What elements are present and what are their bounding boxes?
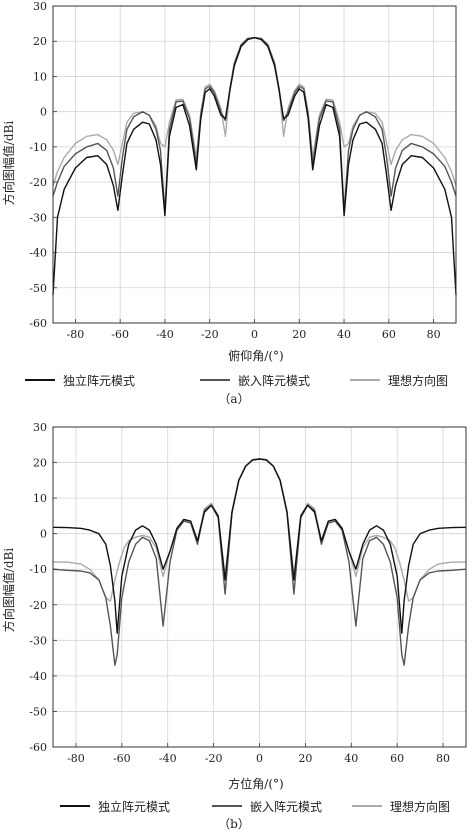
- chart-a-subcaption: （a）: [218, 392, 250, 406]
- chart-b-series-independent: [52, 458, 467, 634]
- chart-a-tick-label-x: -60: [111, 328, 129, 341]
- chart-a-tick-label-y: -60: [29, 317, 47, 330]
- chart-b-tick-label-x: 40: [344, 752, 358, 765]
- chart-b-tick-label-y: -30: [29, 634, 47, 647]
- chart-a-x-axis-label: 俯仰角/(°): [228, 348, 283, 363]
- legend-label-independent: 独立阵元模式: [98, 799, 171, 814]
- chart-b-ticks: -80 -60 -40 -20 0 20 40 60 80 -60 -50 -40 -30 -20 -10 0…: [29, 421, 450, 765]
- chart-b-tick-label-y: -20: [29, 599, 47, 612]
- chart-b-tick-label-x: 0: [256, 752, 263, 765]
- chart-b-series-embedded: [52, 458, 467, 666]
- chart-a-grid: [53, 5, 456, 324]
- chart-a-tick-label-x: 20: [292, 328, 306, 341]
- chart-b-tick-label-y: 30: [33, 421, 47, 434]
- chart-a-tick-label-y: -20: [29, 176, 47, 189]
- chart-a-tick-label-y: -30: [29, 211, 47, 224]
- chart-b-tick-label-y: 20: [33, 457, 47, 470]
- chart-b-y-axis-label: 方向图幅值/dBi: [1, 548, 16, 633]
- chart-a-tick-label-y: 10: [33, 70, 47, 83]
- chart-a-tick-label-x: 60: [382, 328, 396, 341]
- chart-a-ticks: -80 -60 -40 -20 0 20 40 60 80 -60 -50 -40 -30 -20 -10 0…: [29, 0, 440, 341]
- legend-label-independent: 独立阵元模式: [63, 373, 136, 388]
- legend-label-embedded: 嵌入阵元模式: [250, 799, 323, 814]
- chart-b-tick-label-x: 80: [436, 752, 450, 765]
- legend-label-ideal: 理想方向图: [388, 373, 449, 388]
- chart-a-series-independent: [52, 37, 457, 295]
- legend-item-ideal: 理想方向图: [350, 370, 448, 390]
- chart-a-tick-label-x: -40: [156, 328, 174, 341]
- chart-a-tick-label-y: 0: [40, 106, 47, 119]
- chart-b-tick-label-x: 60: [390, 752, 404, 765]
- chart-a-tick-label-y: 20: [33, 35, 47, 48]
- chart-b-axes-frame: [52, 426, 467, 748]
- chart-b-tick-label-y: -60: [29, 741, 47, 754]
- legend-item-independent: 独立阵元模式: [60, 796, 170, 816]
- chart-a-tick-label-x: -20: [201, 328, 219, 341]
- legend-item-embedded: 嵌入阵元模式: [200, 370, 310, 390]
- legend-item-independent: 独立阵元模式: [25, 370, 135, 390]
- chart-b-tick-label-y: -50: [29, 705, 47, 718]
- chart-b-tick-label-y: 10: [33, 492, 47, 505]
- chart-b-frame: [52, 426, 467, 748]
- chart-a-tick-label-x: 40: [337, 328, 351, 341]
- chart-b-tick-label-x: -60: [113, 752, 131, 765]
- legend-label-embedded: 嵌入阵元模式: [238, 373, 311, 388]
- legend-swatch-embedded: [212, 805, 242, 807]
- chart-a-series: [52, 37, 457, 295]
- chart-a-tick-label-y: -50: [29, 282, 47, 295]
- chart-b-tick-label-x: 20: [298, 752, 312, 765]
- legend-swatch-independent: [60, 805, 90, 807]
- chart-a-tick-label-y: -10: [29, 141, 47, 154]
- legend-swatch-ideal: [352, 805, 382, 807]
- chart-b-tick-label-x: -80: [67, 752, 85, 765]
- chart-b-series-ideal: [53, 458, 466, 602]
- chart-a-tick-label-x: 80: [427, 328, 441, 341]
- chart-a-tick-label-x: -80: [67, 328, 85, 341]
- chart-a-legend: 独立阵元模式 嵌入阵元模式 理想方向图: [0, 370, 468, 390]
- chart-a-y-axis-label: 方向图幅值/dBi: [1, 121, 16, 206]
- legend-swatch-independent: [25, 379, 55, 381]
- chart-b-subcaption: （b）: [218, 817, 250, 831]
- chart-b-grid: [53, 426, 466, 748]
- legend-swatch-ideal: [350, 379, 380, 381]
- chart-a-tick-label-y: 30: [33, 0, 47, 13]
- chart-a-plot: -80 -60 -40 -20 0 20 40 60 80 -60 -50 -40 -30 -20 -10 0…: [1, 0, 457, 363]
- chart-a-tick-label-x: 0: [251, 328, 258, 341]
- chart-b-tick-label-x: -20: [205, 752, 223, 765]
- chart-b-tick-label-y: -10: [29, 563, 47, 576]
- chart-b-legend: 独立阵元模式 嵌入阵元模式 理想方向图: [0, 796, 468, 816]
- chart-b-tick-label-x: -40: [159, 752, 177, 765]
- chart-b-tick-label-y: -40: [29, 670, 47, 683]
- chart-a-tick-label-y: -40: [29, 247, 47, 260]
- legend-label-ideal: 理想方向图: [390, 799, 451, 814]
- legend-swatch-embedded: [200, 379, 230, 381]
- chart-b-x-axis-label: 方位角/(°): [228, 776, 283, 791]
- chart-b-series: [52, 458, 467, 666]
- legend-item-embedded: 嵌入阵元模式: [212, 796, 322, 816]
- chart-b-tick-label-y: 0: [40, 528, 47, 541]
- legend-item-ideal: 理想方向图: [352, 796, 450, 816]
